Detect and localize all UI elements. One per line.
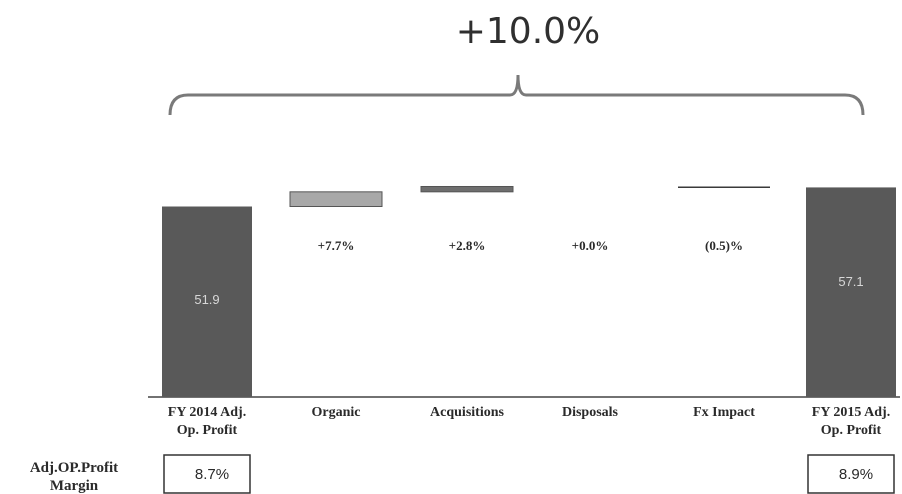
value-label-fy2015: 57.1 xyxy=(838,274,863,289)
margin-box xyxy=(163,454,251,494)
delta-label-organic: +7.7% xyxy=(318,238,355,253)
total-change-label: +10.0% xyxy=(456,11,601,52)
category-label: Organic xyxy=(312,405,361,420)
bar-step-fx-impact xyxy=(678,186,770,188)
margin-value: 8.9% xyxy=(839,466,873,483)
bar-step-organic xyxy=(289,191,383,207)
delta-label-fx-impact: (0.5)% xyxy=(705,238,743,253)
bars-layer xyxy=(148,74,900,494)
category-label: FY 2015 Adj. Op. Profit xyxy=(812,405,890,438)
bar-fy2015 xyxy=(806,187,896,397)
category-label: Fx Impact xyxy=(693,405,755,420)
total-change-bracket xyxy=(168,74,865,116)
labels-layer: 51.9 57.1 +7.7% +2.8% +0.0% (0.5)% FY 2014 Adj… xyxy=(30,11,890,494)
margin-row-label: Adj.OP.Profit Margin xyxy=(30,460,118,494)
category-label: Acquisitions xyxy=(430,405,504,420)
delta-label-acquisitions: +2.8% xyxy=(449,238,486,253)
bar-fy2014 xyxy=(162,206,252,397)
bar-step-acquisitions xyxy=(420,185,514,193)
value-label-fy2014: 51.9 xyxy=(194,292,219,307)
category-label: FY 2014 Adj. Op. Profit xyxy=(168,405,246,438)
delta-label-disposals: +0.0% xyxy=(572,238,609,253)
margin-value: 8.7% xyxy=(195,466,229,483)
category-label: Disposals xyxy=(562,405,619,420)
margin-box xyxy=(807,454,895,494)
